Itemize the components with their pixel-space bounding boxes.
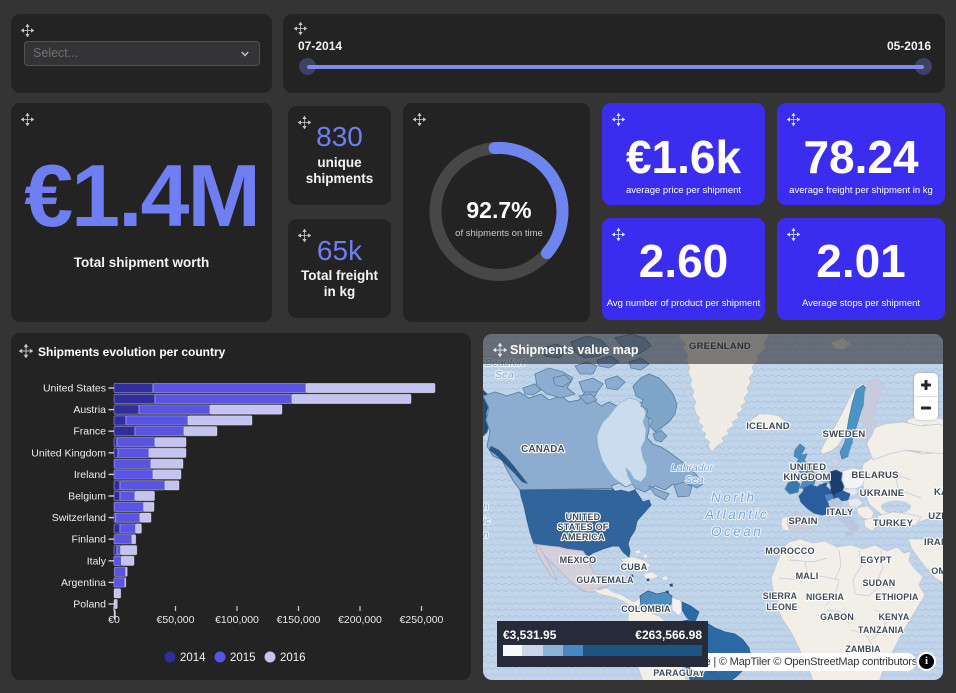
svg-text:TURKEY: TURKEY (873, 518, 914, 529)
svg-text:CANADA: CANADA (521, 444, 565, 455)
svg-text:United Kingdom: United Kingdom (31, 447, 106, 459)
svg-text:UZE: UZE (928, 511, 943, 522)
svg-text:Poland: Poland (73, 599, 106, 611)
svg-text:n: n (483, 530, 489, 541)
svg-text:2016: 2016 (280, 652, 306, 664)
svg-text:GABON: GABON (820, 612, 854, 622)
svg-text:€250,000: €250,000 (400, 614, 444, 626)
svg-text:Austria: Austria (73, 404, 106, 416)
svg-text:SPAIN: SPAIN (788, 516, 817, 527)
svg-text:ZAMBIA: ZAMBIA (845, 644, 881, 654)
svg-text:BELARUS: BELARUS (851, 470, 898, 481)
svg-text:SIERRA: SIERRA (763, 591, 798, 601)
svg-text:Italy: Italy (87, 555, 107, 567)
svg-text:United States: United States (43, 383, 106, 395)
svg-text:EGYPT: EGYPT (860, 555, 892, 565)
svg-text:Labrador: Labrador (671, 462, 714, 474)
svg-text:KINGDOM: KINGDOM (783, 472, 830, 483)
svg-text:2015: 2015 (230, 652, 256, 664)
svg-text:Switzerland: Switzerland (52, 512, 106, 524)
svg-text:CUBA: CUBA (621, 562, 648, 572)
svg-text:NIGERIA: NIGERIA (806, 592, 845, 602)
svg-text:h: h (483, 502, 489, 513)
svg-text:€50,000: €50,000 (157, 614, 195, 626)
svg-text:KA: KA (934, 487, 943, 498)
svg-text:92.7%: 92.7% (466, 197, 531, 223)
svg-text:Argentina: Argentina (61, 577, 106, 589)
svg-text:Finland: Finland (72, 534, 107, 546)
svg-text:MEXICO: MEXICO (560, 555, 597, 565)
svg-text:North: North (711, 490, 757, 505)
svg-text:IRAN: IRAN (924, 537, 943, 548)
svg-text:Sea: Sea (685, 474, 704, 486)
svg-text:LEONE: LEONE (766, 602, 797, 612)
svg-text:AMERICA: AMERICA (561, 532, 605, 542)
svg-text:Belgium: Belgium (68, 491, 106, 503)
svg-text:STATES OF: STATES OF (558, 522, 609, 532)
svg-text:ic: ic (483, 516, 490, 527)
svg-text:Sea: Sea (495, 369, 514, 381)
svg-text:Ocean: Ocean (711, 524, 763, 539)
svg-text:SWEDEN: SWEDEN (823, 429, 866, 440)
svg-text:€200,000: €200,000 (338, 614, 382, 626)
svg-text:OMA: OMA (931, 566, 943, 576)
svg-text:ITALY: ITALY (827, 507, 854, 518)
svg-text:COLOMBIA: COLOMBIA (621, 604, 671, 614)
svg-text:SUDAN: SUDAN (862, 578, 895, 588)
svg-text:Atlantic: Atlantic (704, 507, 769, 522)
svg-text:MALI: MALI (796, 571, 819, 581)
svg-text:UNITED: UNITED (790, 462, 827, 473)
svg-text:MOROCCO: MOROCCO (765, 546, 814, 556)
svg-text:KENYA: KENYA (879, 612, 910, 622)
svg-text:UNITED: UNITED (566, 512, 601, 522)
svg-text:GUATEMALA: GUATEMALA (576, 575, 634, 585)
svg-text:ETHIOPIA: ETHIOPIA (875, 592, 919, 602)
svg-text:TANZANIA: TANZANIA (858, 625, 904, 635)
svg-text:France: France (73, 426, 106, 438)
svg-text:of shipments on time: of shipments on time (455, 228, 543, 239)
svg-text:€150,000: €150,000 (277, 614, 321, 626)
svg-text:UKRAINE: UKRAINE (860, 488, 905, 499)
svg-text:2014: 2014 (180, 652, 206, 664)
svg-text:Ireland: Ireland (74, 469, 106, 481)
svg-text:ICELAND: ICELAND (746, 421, 790, 432)
svg-text:€100,000: €100,000 (215, 614, 259, 626)
svg-text:€0: €0 (108, 614, 120, 626)
